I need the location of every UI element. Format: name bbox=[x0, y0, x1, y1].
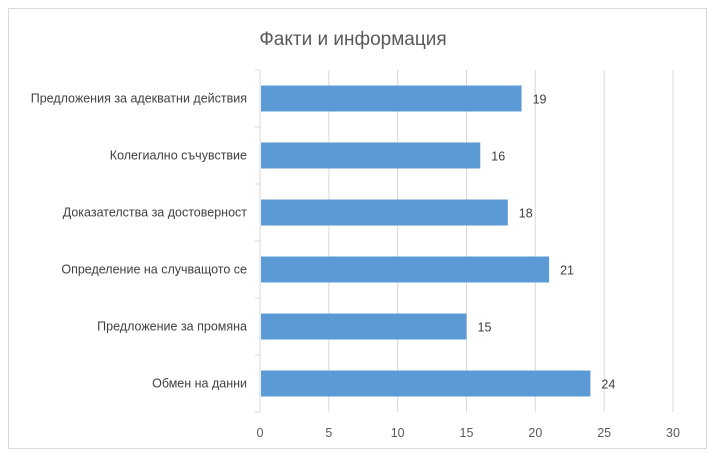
data-label: 24 bbox=[601, 378, 615, 392]
x-tick-label: 15 bbox=[460, 426, 474, 440]
chart-title: Факти и информация bbox=[259, 29, 446, 50]
x-tick-label: 10 bbox=[391, 426, 405, 440]
category-label: Предложение за промяна bbox=[97, 320, 247, 334]
data-label: 15 bbox=[478, 321, 492, 335]
chart-frame bbox=[8, 8, 707, 449]
x-tick-label: 25 bbox=[597, 426, 611, 440]
x-tick-label: 0 bbox=[257, 426, 264, 440]
bar bbox=[261, 199, 508, 226]
bar bbox=[261, 313, 467, 340]
category-label: Обмен на данни bbox=[152, 377, 247, 391]
bar bbox=[261, 85, 522, 112]
data-label: 19 bbox=[533, 93, 547, 107]
x-tick-label: 5 bbox=[325, 426, 332, 440]
data-label: 21 bbox=[560, 264, 574, 278]
data-label: 16 bbox=[491, 150, 505, 164]
bar bbox=[261, 370, 591, 397]
category-label: Определение на случващото се bbox=[61, 263, 247, 277]
bar bbox=[261, 142, 481, 169]
data-label: 18 bbox=[519, 207, 533, 221]
category-label: Колегиално съчувствие bbox=[110, 149, 247, 163]
category-label: Доказателства за достоверност bbox=[63, 206, 248, 220]
category-label: Предложения за адекватни действия bbox=[31, 92, 247, 106]
bar bbox=[261, 256, 550, 283]
x-tick-label: 20 bbox=[528, 426, 542, 440]
x-tick-label: 30 bbox=[666, 426, 680, 440]
